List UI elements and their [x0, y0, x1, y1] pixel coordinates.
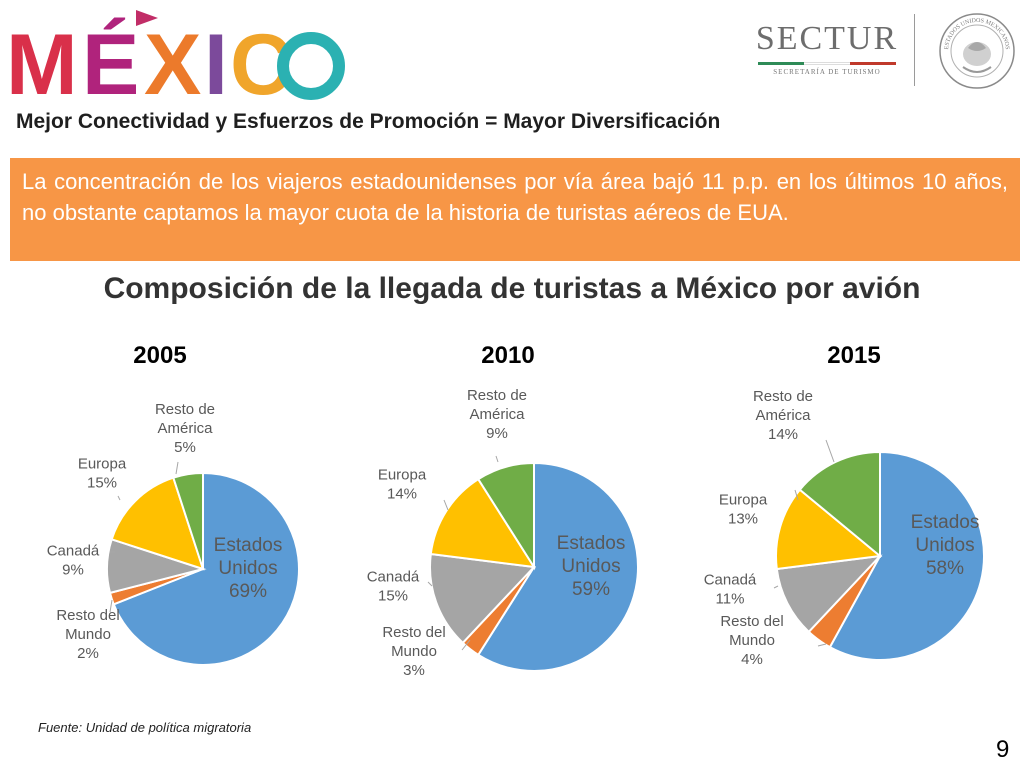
pie-2015-label-resto-del-mundo: Resto del Mundo 4% [720, 613, 783, 668]
pie-2010-slice-canada [429, 552, 537, 645]
source-note: Fuente: Unidad de política migratoria [38, 720, 252, 735]
pie-2005-label-resto-del-mundo: Resto del Mundo 2% [56, 607, 119, 662]
sectur-wordmark: SECTUR [755, 20, 899, 57]
pie-2015-leader-line [817, 643, 827, 647]
pie-2010-slice-resto-de-america [476, 461, 535, 571]
header-divider [914, 14, 915, 86]
sectur-bar-red [850, 62, 896, 65]
sectur-bar-green [758, 62, 804, 65]
mexico-logo: M É X I C [6, 10, 345, 100]
sectur-subtitle: SECRETARÍA DE TURISMO [773, 68, 881, 76]
pie-2005-label-europa: Europa 15% [78, 456, 127, 492]
chart-title: Composición de la llegada de turistas a … [103, 272, 921, 305]
pie-2005-slice-resto-de-america [172, 471, 204, 570]
pie-2015-slice-estados-unidos [828, 450, 985, 661]
svg-text:É: É [82, 17, 139, 100]
pie-2015-leader-line [794, 489, 799, 501]
pie-2015-label-europa: Europa 13% [719, 492, 768, 528]
slide-subtitle: Mejor Conectividad y Esfuerzos de Promoc… [16, 110, 721, 133]
year-2015-label: 2015 [827, 342, 881, 369]
pie-2005-leader-line [117, 495, 121, 501]
sectur-logo: SECTUR SECRETARÍA DE TURISMO [752, 18, 902, 82]
pie-2015-label-canada: Canadá 11% [704, 572, 757, 608]
pie-2010-slice-estados-unidos [476, 461, 639, 672]
pie-2015-label-resto-de-america: Resto de América 14% [753, 388, 813, 443]
callout-text: La concentración de los viajeros estadou… [22, 169, 1008, 225]
pie-2010-leader-line [427, 581, 433, 587]
pie-2005-slice-estados-unidos [112, 471, 300, 666]
pie-2015-slice-resto-de-america [798, 450, 881, 559]
pie-2005-label-resto-de-america: Resto de América 5% [155, 401, 215, 456]
pie-2005-label-estados-unidos: Estados Unidos 69% [214, 535, 283, 602]
sectur-bar-white [804, 62, 850, 65]
pie-2010-label-estados-unidos: Estados Unidos 59% [557, 533, 626, 600]
callout-box: La concentración de los viajeros estadou… [10, 158, 1020, 261]
pie-2010-leader-line [461, 639, 471, 651]
pie-2010-slice-europa [429, 477, 536, 569]
year-2010-label: 2010 [481, 342, 535, 369]
pie-2015-slice-canada [775, 554, 883, 634]
pie-2010-leader-line [495, 455, 499, 463]
pie-2015-slice-europa [775, 488, 883, 571]
pie-2010-leader-line [443, 499, 449, 511]
pie-2015-leader-line [773, 585, 779, 589]
pie-2005-leader-line [109, 599, 113, 613]
svg-text:I: I [204, 17, 228, 100]
page-number: 9 [996, 736, 1010, 763]
pie-2005-leader-line [175, 461, 179, 475]
pie-2010-label-europa: Europa 14% [378, 467, 427, 503]
coat-of-arms-seal: ESTADOS UNIDOS MEXICANOS [939, 13, 1015, 89]
pie-2015-leader-line [825, 439, 835, 463]
pie-2005-label-canada: Canadá 9% [47, 543, 100, 579]
svg-text:M: M [6, 17, 78, 100]
svg-text:X: X [144, 17, 201, 100]
pie-2015-label-estados-unidos: Estados Unidos 58% [911, 512, 980, 579]
pie-2010-label-canada: Canadá 15% [367, 569, 420, 605]
pie-2010-label-resto-de-america: Resto de América 9% [467, 387, 527, 442]
year-2005-label: 2005 [133, 342, 187, 369]
pie-2010-label-resto-del-mundo: Resto del Mundo 3% [382, 624, 445, 679]
